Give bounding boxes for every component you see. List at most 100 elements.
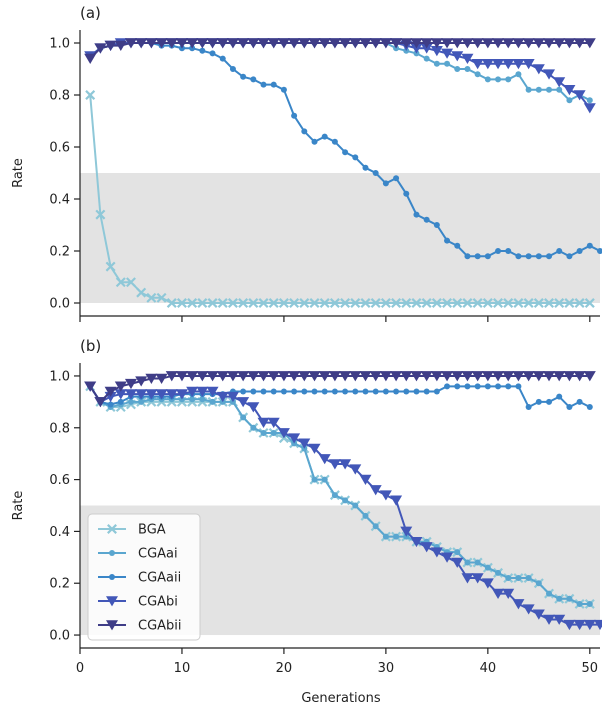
data-point-cgabii xyxy=(94,397,107,408)
data-point-cgabi xyxy=(379,490,392,501)
data-point-cgaai xyxy=(464,559,471,566)
data-point-cgabii xyxy=(451,38,464,49)
data-point-bga xyxy=(329,298,340,308)
data-point-cgabi xyxy=(481,578,494,589)
data-point-cgabii xyxy=(165,38,178,49)
data-point-cgabii xyxy=(216,371,229,382)
data-point-cgabi xyxy=(339,459,352,470)
legend-marker xyxy=(107,524,117,534)
data-point-cgabi xyxy=(298,438,311,449)
data-point-cgabi xyxy=(206,386,219,397)
data-point-cgabi xyxy=(277,428,290,439)
data-point-cgabii xyxy=(532,38,545,49)
data-point-bga xyxy=(554,298,565,308)
data-point-bga xyxy=(391,298,402,308)
data-point-cgaaii xyxy=(342,388,349,395)
data-point-bga xyxy=(278,298,289,308)
data-point-cgabii xyxy=(216,38,229,49)
data-point-cgabi xyxy=(451,557,464,568)
data-point-cgaai xyxy=(138,398,145,405)
data-point-cgabi xyxy=(430,46,443,57)
data-point-cgabii xyxy=(471,38,484,49)
data-point-cgabi xyxy=(573,90,586,101)
data-point-cgabi xyxy=(532,609,545,620)
data-point-cgabii xyxy=(492,371,505,382)
data-point-bga xyxy=(340,298,351,308)
data-point-bga xyxy=(564,298,575,308)
y-tick-label: 0.8 xyxy=(49,89,70,104)
data-point-cgaai xyxy=(495,76,502,83)
data-point-bga xyxy=(95,209,106,220)
data-point-bga xyxy=(289,298,300,308)
data-point-cgaaii xyxy=(576,248,583,254)
data-point-cgaai xyxy=(260,429,267,436)
data-point-bga xyxy=(105,261,116,272)
data-point-cgabii xyxy=(512,38,525,49)
data-point-cgabi xyxy=(461,573,474,584)
data-point-bga xyxy=(248,298,259,308)
data-point-cgaaii xyxy=(403,388,410,395)
data-point-cgabi xyxy=(237,397,250,408)
data-point-cgaaii xyxy=(352,388,359,395)
data-point-cgaai xyxy=(464,66,471,72)
data-point-bga xyxy=(380,298,391,308)
series-cgabii xyxy=(84,38,596,64)
data-point-cgaaii xyxy=(423,216,430,223)
legend-label: CGAbii xyxy=(138,619,182,634)
data-point-cgaai xyxy=(474,559,481,566)
data-point-cgabi xyxy=(441,552,454,563)
data-point-cgaaii xyxy=(535,398,542,405)
data-point-cgaai xyxy=(393,533,400,540)
data-point-cgabii xyxy=(84,53,97,64)
data-point-cgaai xyxy=(240,414,247,421)
data-point-cgabii xyxy=(339,371,352,382)
legend-box xyxy=(87,513,201,641)
data-point-cgabii xyxy=(430,371,443,382)
data-point-cgabi xyxy=(349,464,362,475)
data-point-cgabi xyxy=(175,389,188,400)
data-point-cgaai xyxy=(495,569,502,576)
panel-label: (b) xyxy=(80,337,101,355)
data-point-cgabii xyxy=(553,371,566,382)
data-point-cgabi xyxy=(461,53,474,64)
data-point-bga xyxy=(421,298,432,308)
data-point-cgabi xyxy=(543,69,556,80)
data-point-cgabi xyxy=(196,386,209,397)
data-point-cgabi xyxy=(594,619,602,631)
data-point-cgaai xyxy=(556,595,563,602)
data-point-cgabi xyxy=(583,103,596,114)
data-point-cgabi xyxy=(114,389,127,400)
data-point-cgabii xyxy=(175,38,188,49)
data-point-cgabii xyxy=(124,38,137,49)
data-point-cgabii xyxy=(135,38,148,49)
data-point-cgaaii xyxy=(342,149,349,156)
data-point-cgaaii xyxy=(597,248,602,254)
legend-label: CGAaii xyxy=(138,571,181,586)
data-point-cgaaii xyxy=(505,383,512,390)
data-point-cgabii xyxy=(522,371,535,382)
data-point-cgabi xyxy=(135,389,148,400)
data-point-cgabii xyxy=(390,38,403,49)
data-point-cgaai xyxy=(474,71,481,78)
data-point-cgabii xyxy=(379,38,392,49)
data-point-cgaaii xyxy=(393,388,400,395)
legend-entry-cgabii: CGAbii xyxy=(98,619,182,634)
data-point-cgaaii xyxy=(566,404,573,411)
data-point-cgabi xyxy=(226,391,239,403)
data-point-cgabii xyxy=(196,371,209,382)
data-point-cgaaii xyxy=(209,50,216,57)
y-tick-label: 0.4 xyxy=(49,525,70,540)
data-point-cgaaii xyxy=(393,175,400,182)
data-point-bga xyxy=(360,298,371,308)
data-point-cgaai xyxy=(576,600,583,607)
y-tick-label: 0.4 xyxy=(49,193,70,208)
data-point-cgaai xyxy=(127,398,134,405)
legend-label: CGAai xyxy=(138,547,178,562)
data-point-cgabii xyxy=(277,38,290,49)
data-point-bga xyxy=(462,298,473,308)
data-point-cgabi xyxy=(543,614,556,625)
data-point-bga xyxy=(319,298,330,308)
data-point-cgabii xyxy=(257,38,270,49)
data-point-bga xyxy=(411,298,422,308)
